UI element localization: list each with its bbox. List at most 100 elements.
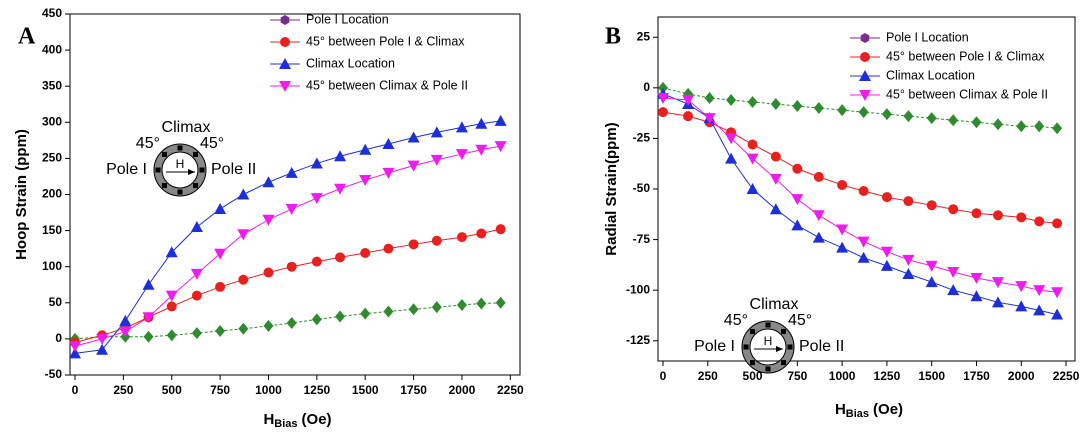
data-point: [262, 214, 275, 226]
legend-label: 45° between Pole I & Climax: [306, 34, 465, 48]
inset-pole: [781, 328, 787, 334]
data-point: [407, 160, 420, 172]
data-point: [190, 220, 203, 232]
inset-pole: [155, 167, 161, 173]
data-point: [880, 259, 893, 271]
data-point: [1052, 122, 1063, 135]
x-axis-title-unit: (Oe): [302, 411, 332, 428]
y-tick-label: 450: [42, 6, 62, 20]
y-tick-label: 0: [643, 80, 650, 94]
data-point: [311, 313, 322, 326]
data-point: [1034, 120, 1045, 133]
data-point: [456, 232, 467, 243]
data-point: [1016, 212, 1027, 223]
data-point: [334, 183, 347, 195]
data-point: [813, 171, 824, 182]
data-point: [166, 329, 177, 342]
data-point: [812, 231, 825, 243]
data-point: [704, 91, 715, 104]
series-line: [74, 228, 501, 343]
x-tick-label: 0: [660, 369, 667, 383]
x-tick-label: 0: [72, 383, 79, 397]
data-point: [475, 117, 488, 129]
data-point: [769, 173, 782, 185]
data-point: [360, 307, 371, 320]
legend-marker: [279, 58, 291, 69]
x-tick-label: 500: [743, 369, 763, 383]
data-point: [285, 166, 298, 178]
data-point: [476, 297, 487, 310]
data-point: [69, 347, 81, 359]
data-point: [948, 114, 959, 127]
data-point: [925, 276, 938, 288]
legend-marker: [860, 33, 870, 43]
legend-label: Climax Location: [886, 68, 975, 82]
inset-label: Pole II: [211, 161, 256, 178]
inset-label: Pole I: [106, 161, 147, 178]
data-point: [475, 144, 488, 156]
x-tick-label: 1500: [352, 383, 379, 397]
y-tick-label: -75: [633, 232, 651, 246]
data-point: [334, 150, 347, 162]
x-tick-label: 1250: [874, 369, 901, 383]
data-point: [881, 192, 892, 203]
data-point: [926, 112, 937, 125]
data-point: [746, 183, 759, 194]
data-point: [1052, 218, 1063, 229]
x-tick-label: 1750: [963, 369, 990, 383]
data-point: [286, 261, 297, 272]
inset-label: Climax: [750, 296, 799, 313]
inset-label: Pole I: [694, 338, 735, 355]
data-point: [310, 157, 323, 169]
legend-label: Climax Location: [306, 56, 395, 70]
data-point: [1033, 285, 1046, 297]
data-point: [119, 326, 132, 338]
y-tick-label: 250: [42, 151, 62, 165]
data-point: [311, 256, 322, 267]
inset-pole: [193, 183, 199, 189]
data-point: [237, 229, 250, 241]
y-tick-label: 150: [42, 223, 62, 237]
data-point: [837, 104, 848, 117]
data-point: [408, 303, 419, 316]
data-point: [407, 131, 420, 143]
x-tick-label: 1750: [400, 383, 427, 397]
inset-label: 45°: [136, 135, 160, 152]
data-point: [812, 210, 825, 222]
inset-pole: [749, 328, 755, 334]
data-point: [383, 243, 394, 254]
data-point: [1016, 120, 1027, 133]
legend-label: 45° between Climax & Pole II: [306, 78, 468, 92]
data-point: [455, 121, 468, 133]
x-axis-title: HBias (Oe): [835, 401, 903, 420]
data-point: [991, 277, 1004, 289]
x-axis-title-unit: (Oe): [873, 401, 903, 418]
data-point: [430, 154, 443, 166]
data-point: [971, 116, 982, 129]
data-point: [970, 273, 983, 285]
data-point: [947, 284, 960, 296]
legend-label: Pole I Location: [886, 30, 969, 44]
inset-pole: [193, 151, 199, 157]
data-point: [770, 98, 781, 111]
data-point: [495, 296, 506, 309]
data-point: [360, 247, 371, 258]
data-point: [191, 290, 202, 301]
data-point: [725, 133, 738, 145]
data-point: [657, 92, 669, 104]
data-point: [383, 305, 394, 318]
inset-pole: [749, 360, 755, 366]
inset-ring-edge: [749, 328, 787, 366]
data-point: [476, 228, 487, 239]
data-point: [69, 341, 81, 353]
inset-pole: [161, 151, 167, 157]
data-point: [813, 102, 824, 115]
x-axis-title-sub: Bias: [846, 408, 869, 420]
data-point: [837, 179, 848, 190]
inset-ring-edge: [153, 143, 207, 197]
data-point: [285, 203, 298, 215]
data-point: [857, 251, 870, 263]
data-point: [143, 330, 154, 343]
data-point: [214, 202, 227, 214]
inset-ring-edge: [161, 151, 199, 189]
